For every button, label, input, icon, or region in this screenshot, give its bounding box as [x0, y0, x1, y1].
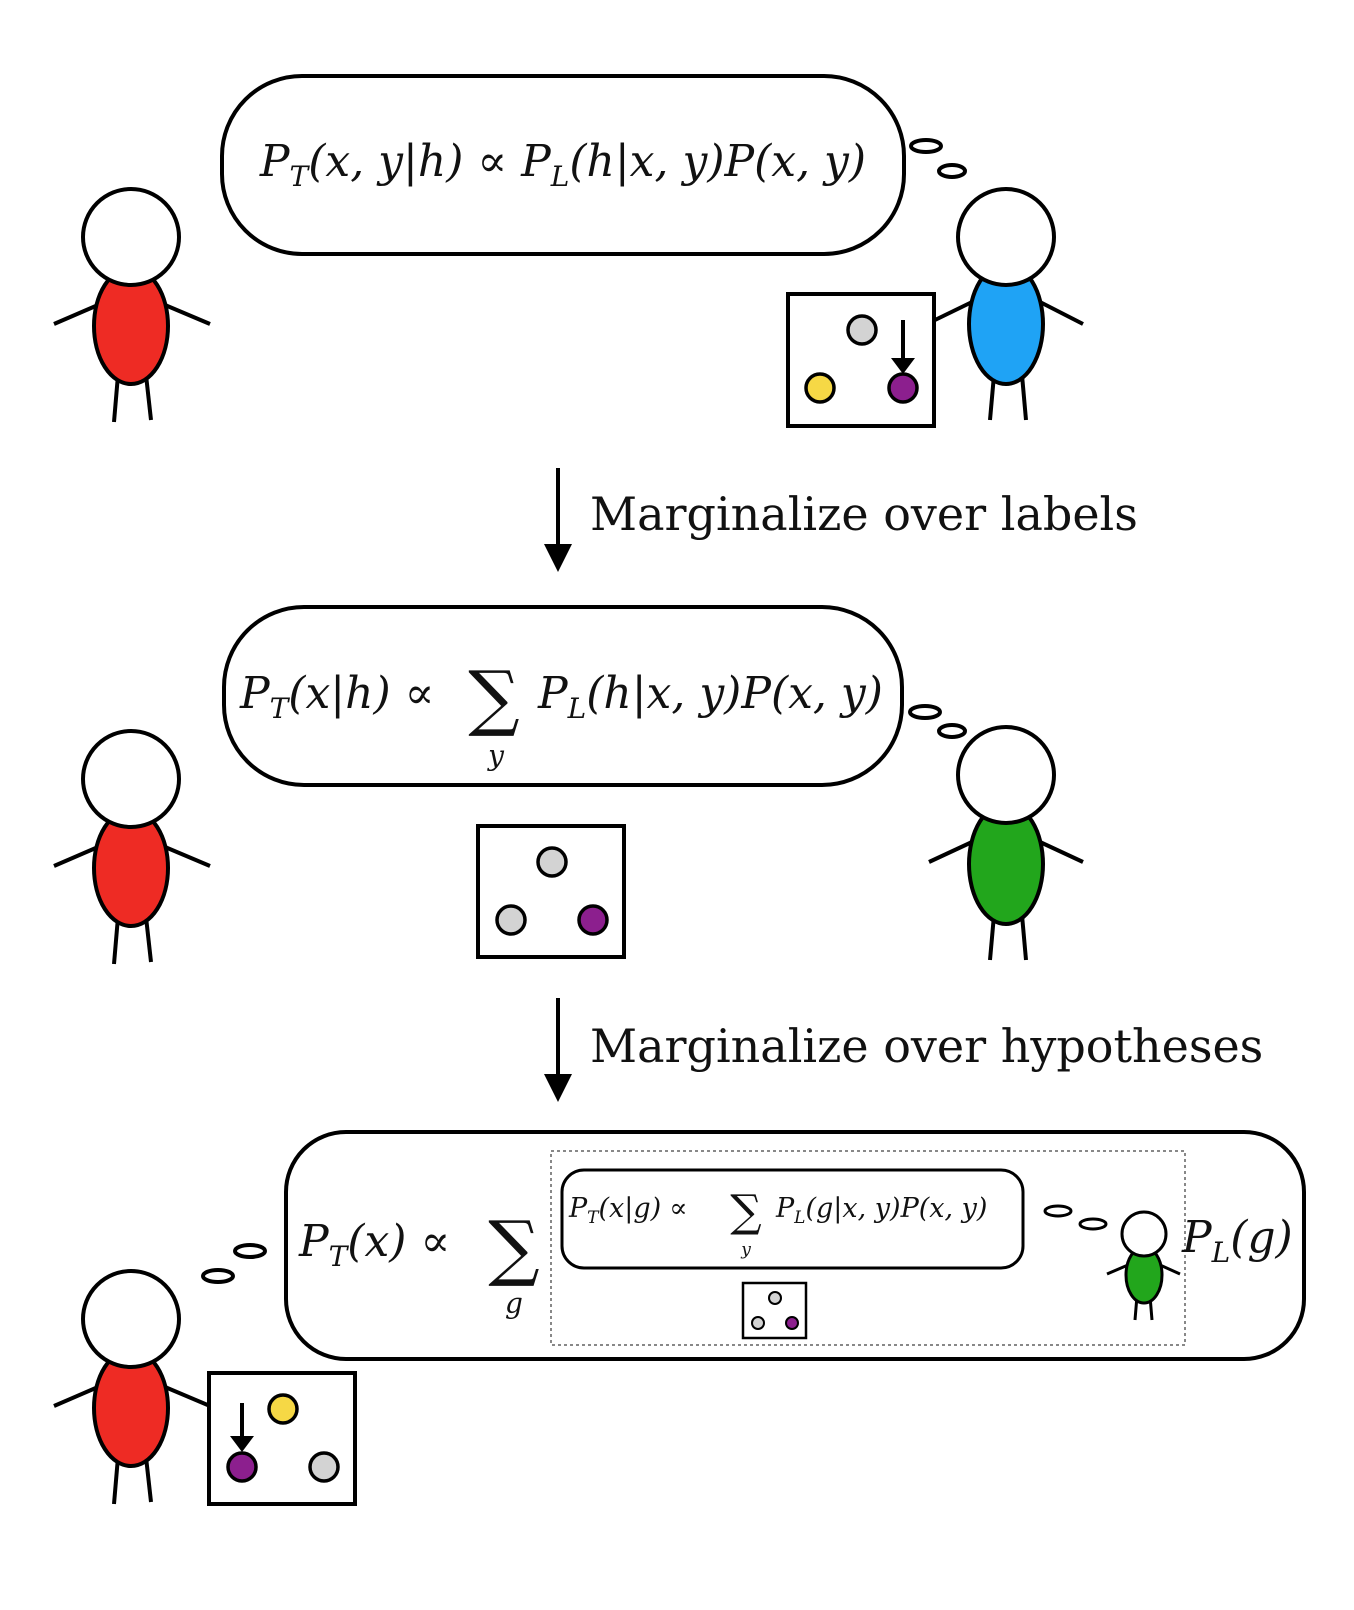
example-box-1 — [786, 292, 936, 428]
inner-equation-rhs: PL(g|x, y)P(x, y) — [775, 1193, 987, 1228]
thought-bubble-2 — [222, 605, 904, 787]
equation-3-tail: PL(g) — [1181, 1212, 1293, 1269]
example-box-3 — [207, 1371, 357, 1506]
pointer-arrow-head — [891, 358, 915, 374]
transition-label-1: Marginalize over labels — [590, 487, 1138, 541]
equation-2-rhs: PL(h|x, y)P(x, y) — [537, 668, 883, 725]
ball-purple — [577, 904, 609, 936]
thought-dot — [909, 138, 943, 154]
ball-purple — [887, 372, 919, 404]
teacher-figure-red — [53, 1269, 211, 1505]
ball-gray — [536, 846, 568, 878]
teacher-figure-red — [53, 729, 211, 965]
pointer-arrow-head — [230, 1436, 254, 1452]
inner-equation: PT(x|g) ∝ — [568, 1193, 687, 1228]
example-box-2 — [476, 824, 626, 959]
sum-symbol: ∑ — [468, 655, 519, 739]
equation-3: PT(x) ∝ — [298, 1216, 450, 1273]
sum-index: y — [486, 739, 505, 772]
transition-arrow-2: Marginalize over hypotheses — [544, 998, 1263, 1102]
thought-dot — [1043, 1204, 1073, 1218]
learner-figure-green — [928, 725, 1084, 961]
transition-arrow-1: Marginalize over labels — [544, 468, 1138, 572]
ball-purple — [785, 1316, 799, 1330]
thought-dot — [937, 723, 967, 739]
thought-dot — [1078, 1217, 1108, 1231]
thought-bubble-1 — [220, 74, 906, 256]
equation-2: PT(x|h) ∝ — [239, 668, 434, 725]
ball-yellow — [267, 1393, 299, 1425]
inner-sum-index: y — [740, 1240, 751, 1260]
thought-dot — [908, 704, 942, 720]
sum-symbol: ∑ — [488, 1205, 539, 1289]
sum-index: g — [505, 1287, 523, 1320]
inner-thought-bubble — [560, 1168, 1025, 1270]
thought-dot — [201, 1268, 235, 1284]
learner-figure-blue — [934, 187, 1084, 421]
thought-dot — [937, 163, 967, 179]
equation-1: PT(x, y|h) ∝ PL(h|x, y)P(x, y) — [259, 136, 866, 193]
ball-gray — [495, 904, 527, 936]
transition-label-2: Marginalize over hypotheses — [590, 1019, 1263, 1073]
thought-dot — [233, 1243, 267, 1259]
inner-sum-symbol: ∑ — [730, 1186, 761, 1237]
ball-gray — [846, 314, 878, 346]
section-2: PT(x|h) ∝ ∑ y PL(h|x, y)P(x, y) — [53, 605, 1084, 965]
inner-learner-figure-green — [1106, 1210, 1181, 1321]
section-1: PT(x, y|h) ∝ PL(h|x, y)P(x, y) — [53, 74, 1084, 428]
ball-gray — [308, 1451, 340, 1483]
teacher-figure-red — [53, 187, 211, 423]
ball-gray — [768, 1291, 782, 1305]
ball-gray — [751, 1316, 765, 1330]
ball-yellow — [804, 372, 836, 404]
section-3: PT(x) ∝ ∑ g PT(x|g) ∝ ∑ y PL(g|x, y)P(x, y… — [53, 1130, 1306, 1506]
ball-purple — [226, 1451, 258, 1483]
inner-example-box — [741, 1281, 808, 1340]
